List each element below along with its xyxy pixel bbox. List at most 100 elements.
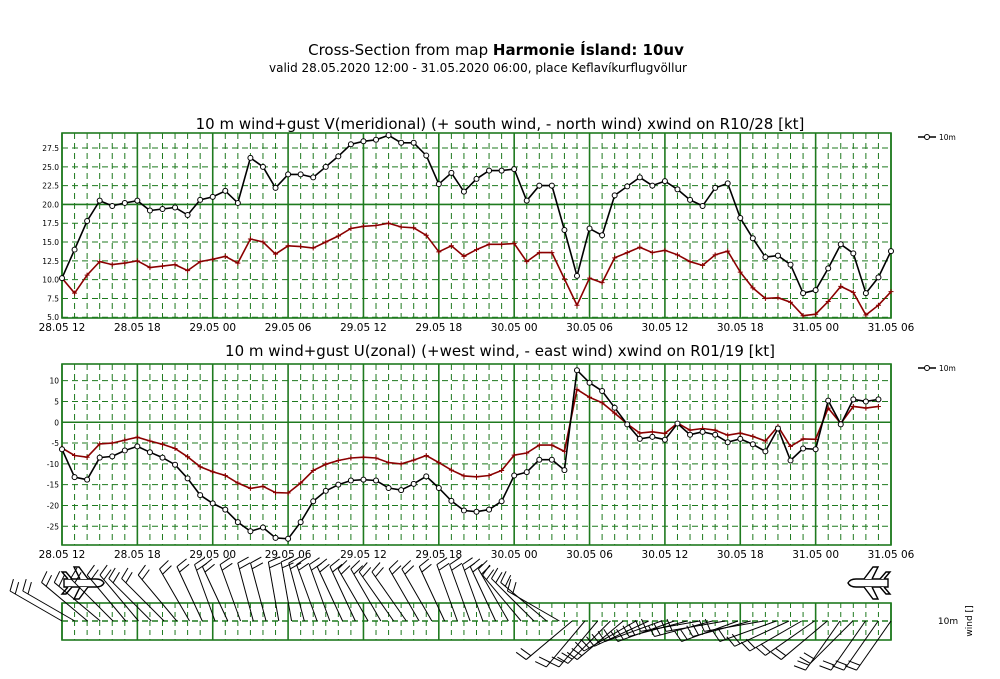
point-10m	[599, 388, 606, 395]
wind-barb	[506, 578, 560, 622]
point-gust	[323, 239, 329, 245]
point-gust	[159, 263, 165, 269]
point-gust	[210, 256, 216, 262]
point-gust	[147, 265, 153, 271]
point-10m	[247, 154, 254, 161]
point-gust	[813, 436, 819, 442]
point-10m	[837, 421, 844, 428]
wind-barb-panel	[9, 556, 892, 671]
point-10m	[875, 274, 882, 281]
wind-barb	[740, 620, 802, 652]
point-gust	[411, 457, 417, 463]
point-gust	[474, 247, 479, 253]
point-gust	[436, 460, 442, 466]
point-10m	[661, 178, 668, 185]
figure-subtitle: valid 28.05.2020 12:00 - 31.05.2020 06:0…	[269, 61, 687, 75]
point-gust	[185, 454, 191, 460]
point-gust	[298, 480, 304, 486]
point-gust	[813, 311, 819, 317]
point-10m	[800, 445, 807, 452]
x-tick-label: 29.05 12	[340, 549, 387, 561]
point-10m	[259, 163, 266, 170]
wind-barb	[698, 618, 764, 632]
chart2-title: 10 m wind+gust U(zonal) (+west wind, - e…	[225, 342, 775, 360]
y-tick-label: -15	[47, 481, 59, 490]
point-10m	[888, 248, 894, 255]
point-10m	[146, 207, 153, 214]
point-gust	[210, 469, 216, 475]
wind-barb	[296, 557, 318, 622]
point-gust	[448, 243, 454, 249]
point-gust	[197, 259, 203, 265]
point-10m	[762, 448, 769, 455]
y-tick-label: 17.5	[42, 219, 59, 228]
point-gust	[637, 244, 643, 250]
point-gust	[386, 460, 392, 466]
wind-barb	[819, 620, 866, 671]
point-gust	[423, 453, 429, 459]
point-gust	[850, 403, 856, 409]
point-gust	[536, 442, 542, 448]
point-10m	[712, 431, 719, 438]
point-10m	[322, 487, 329, 494]
point-gust	[599, 400, 605, 406]
wind-barb	[108, 567, 152, 622]
point-gust	[549, 250, 555, 256]
point-10m	[222, 187, 229, 194]
point-gust	[712, 252, 718, 258]
point-10m	[398, 139, 405, 146]
level-label: 10m	[938, 617, 958, 627]
point-10m	[800, 290, 807, 297]
point-10m	[586, 379, 593, 386]
x-tick-label: 29.05 00	[189, 549, 236, 561]
wind-barb	[418, 558, 446, 622]
point-gust	[574, 302, 580, 308]
point-gust	[599, 280, 605, 286]
point-10m	[347, 477, 354, 484]
chart-zonal: -25 -20 -15 -10 -5 0 5 10 28.05 12 28.05 18 29.05 …	[39, 363, 956, 561]
point-10m	[687, 196, 694, 203]
wind-barb	[70, 567, 114, 622]
point-10m	[197, 196, 204, 203]
point-gust	[549, 442, 555, 448]
point-10m	[297, 519, 304, 526]
point-gust	[310, 245, 316, 251]
point-gust	[725, 248, 731, 254]
point-10m	[59, 275, 65, 282]
point-10m	[385, 132, 392, 139]
point-10m	[322, 163, 329, 170]
point-10m	[272, 184, 279, 191]
point-10m	[687, 431, 694, 438]
point-gust	[474, 474, 479, 480]
wind-barb	[371, 562, 407, 622]
y-tick-label: -25	[47, 522, 59, 531]
point-10m	[674, 420, 681, 427]
point-gust	[700, 262, 706, 268]
point-gust	[273, 490, 279, 496]
point-10m	[96, 197, 103, 204]
point-10m	[59, 446, 65, 453]
runway-markers	[60, 566, 892, 600]
point-gust	[247, 485, 253, 491]
point-gust	[222, 473, 228, 479]
point-10m	[573, 272, 580, 279]
point-gust	[800, 313, 806, 319]
point-10m	[448, 169, 455, 176]
wind-barb	[491, 567, 535, 622]
wind-barb	[436, 557, 458, 622]
point-10m	[548, 456, 555, 463]
point-gust	[788, 443, 794, 449]
point-10m	[486, 167, 493, 174]
wind-barb	[53, 571, 101, 622]
point-10m	[259, 524, 266, 531]
wind-barb	[610, 620, 675, 642]
wind-barb	[770, 620, 828, 660]
point-gust	[134, 434, 140, 440]
point-10m	[285, 535, 292, 542]
point-10m	[435, 484, 442, 491]
point-gust	[97, 441, 103, 447]
point-gust	[97, 259, 103, 265]
point-10m	[724, 439, 731, 446]
point-10m	[712, 184, 719, 191]
point-gust	[172, 445, 178, 451]
